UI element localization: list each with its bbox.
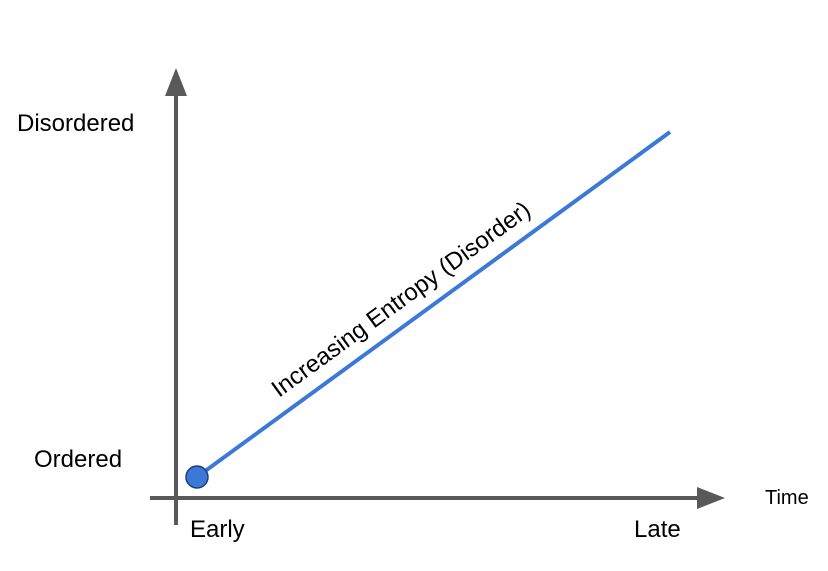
x-axis-end-label: Late <box>634 516 681 543</box>
start-point-marker <box>185 465 209 489</box>
entropy-trend-line <box>195 130 672 479</box>
y-axis-bottom-label: Ordered <box>34 446 122 473</box>
x-axis-start-label: Early <box>190 516 245 543</box>
x-axis-title: Time <box>765 487 809 509</box>
y-axis-top-label: Disordered <box>17 110 134 137</box>
x-axis-arrowhead <box>697 487 725 509</box>
y-axis-arrowhead <box>165 68 187 96</box>
entropy-trend-label: Increasing Entropy (Disorder) <box>267 196 536 403</box>
